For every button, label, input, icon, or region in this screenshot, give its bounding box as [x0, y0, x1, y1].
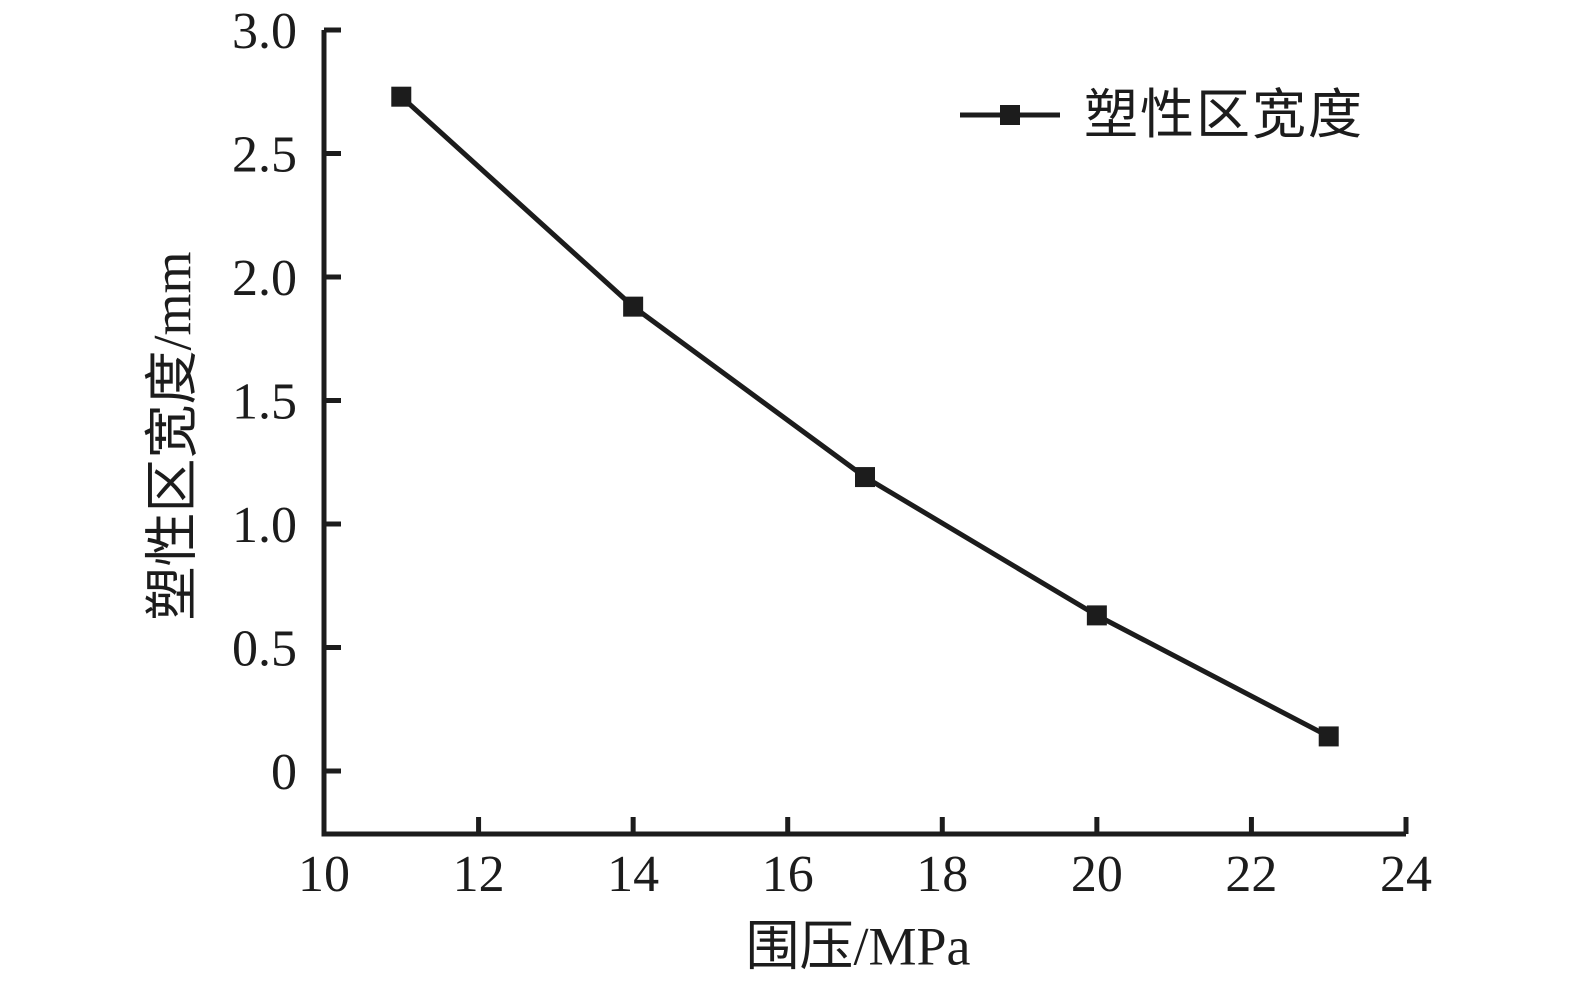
legend: 塑性区宽度 [960, 88, 1364, 142]
data-point-marker [623, 296, 644, 317]
data-point-marker [1086, 605, 1107, 626]
y-tick-label: 3.0 [232, 3, 297, 60]
data-point-marker [391, 86, 412, 107]
y-tick-label: 0 [271, 744, 297, 801]
y-tick-label: 2.0 [232, 250, 297, 307]
y-axis-title: 塑性区宽度/mm [142, 251, 203, 621]
y-tick-label: 1.0 [232, 497, 297, 554]
x-axis-title: 围压/MPa [745, 916, 971, 977]
x-tick-label: 12 [453, 846, 505, 903]
x-tick-label: 22 [1225, 846, 1277, 903]
x-tick-label: 18 [916, 846, 968, 903]
y-tick-label: 2.5 [232, 127, 297, 184]
x-tick-label: 16 [762, 846, 814, 903]
legend-label: 塑性区宽度 [1084, 85, 1364, 145]
x-tick-label: 20 [1071, 846, 1123, 903]
axis-lines [321, 30, 1406, 837]
data-point-marker [855, 467, 875, 488]
y-tick-label: 0.5 [232, 621, 297, 678]
x-tick-label: 24 [1380, 846, 1432, 903]
legend-line-marker-icon [960, 105, 1060, 125]
data-point-marker [1318, 726, 1339, 747]
x-tick-label: 10 [298, 846, 350, 903]
series-line [399, 94, 1330, 739]
x-tick-label: 14 [607, 846, 659, 903]
y-tick-label: 1.5 [232, 374, 297, 431]
